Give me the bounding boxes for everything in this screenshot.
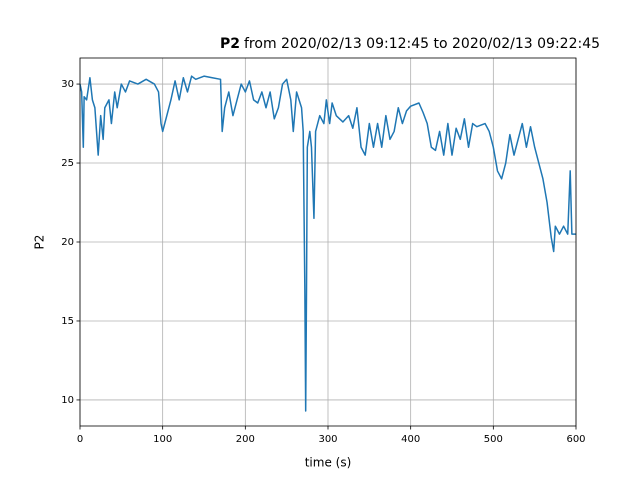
x-tick-label: 600	[566, 434, 585, 445]
x-tick-label: 100	[153, 434, 172, 445]
chart-title: from 2020/02/13 09:12:45 to 2020/02/13 0…	[244, 36, 600, 52]
y-tick-label: 25	[61, 158, 74, 169]
x-tick-label: 200	[236, 434, 255, 445]
x-axis-label: time (s)	[305, 456, 352, 470]
x-tick-label: 400	[401, 434, 420, 445]
x-tick-label: 0	[77, 434, 83, 445]
x-tick-label: 500	[484, 434, 503, 445]
y-tick-label: 10	[61, 395, 74, 406]
y-tick-label: 20	[61, 237, 74, 248]
data-line	[79, 75, 576, 412]
y-axis-label: P2	[33, 235, 47, 250]
plot-frame	[79, 57, 577, 427]
y-tick-label: 15	[61, 316, 74, 327]
chart-title-bold: P2	[220, 36, 240, 52]
x-tick-label: 300	[318, 434, 337, 445]
y-tick-label: 30	[61, 79, 74, 90]
